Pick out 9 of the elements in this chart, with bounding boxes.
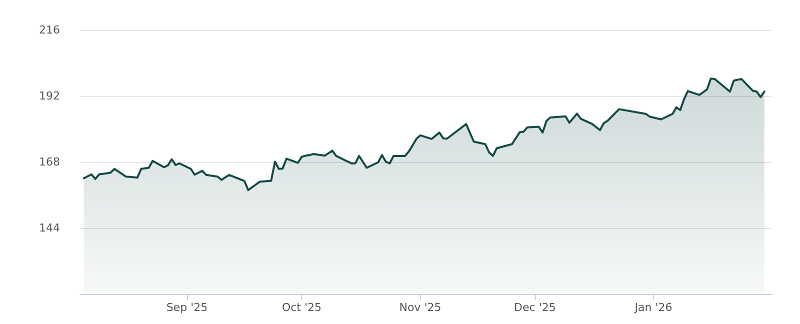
x-tick-label: Jan '26 <box>634 301 672 314</box>
y-tick-label: 192 <box>39 90 60 102</box>
y-tick-label: 216 <box>39 24 60 36</box>
x-tick-label: Sep '25 <box>166 301 208 314</box>
y-tick-label: 144 <box>39 222 60 234</box>
x-tick-label: Oct '25 <box>282 301 322 314</box>
x-tick-label: Nov '25 <box>399 301 442 314</box>
x-tick-label: Dec '25 <box>514 301 556 314</box>
y-tick-label: 168 <box>39 156 60 168</box>
